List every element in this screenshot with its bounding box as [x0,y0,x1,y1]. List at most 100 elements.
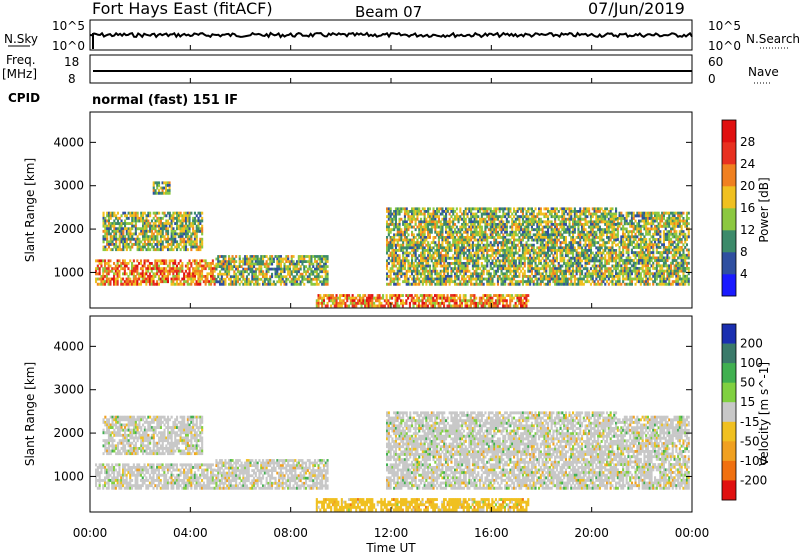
power-cell [143,259,146,263]
power-cell [487,299,490,303]
power-cell [561,236,564,239]
power-cell [107,243,110,246]
power-cell [127,229,130,233]
power-cell [454,262,457,265]
power-cell [437,251,440,255]
power-cell [443,296,446,300]
power-cell [462,238,465,242]
power-cell [210,272,213,276]
power-cell [186,248,189,252]
power-cell [346,304,349,308]
power-cell [563,241,566,245]
power-cell [573,282,576,286]
power-cell [500,228,503,232]
power-cell [518,236,521,239]
power-cell [462,251,465,255]
power-cell [120,224,123,228]
power-cell [123,264,126,268]
power-cell [513,236,516,239]
power-cell [448,243,451,247]
power-cell [554,220,557,224]
power-cell [593,223,596,226]
power-cell [470,233,473,237]
power-cell [448,236,451,239]
power-cell [170,232,173,236]
power-cell [147,248,150,252]
power-cell [138,277,141,281]
power-cell [589,272,592,276]
power-cell [563,269,566,273]
power-cell [321,265,324,268]
power-cell [303,257,306,261]
power-cell [147,214,150,218]
power-cell [428,212,431,216]
power-cell [504,264,507,268]
power-cell [276,265,279,268]
power-cell [584,233,587,237]
power-cell [100,277,103,281]
power-cell [589,254,592,258]
power-cell [595,217,598,221]
power-cell [462,277,465,281]
power-cell [147,240,150,244]
power-cell [529,249,532,252]
power-cell [416,225,419,229]
power-cell [326,275,329,279]
power-cell [402,251,405,255]
power-cell [541,225,544,229]
power-cell [591,236,594,239]
power-cell [430,277,433,281]
power-cell [199,277,202,281]
power-cell [167,243,170,246]
power-cell [561,223,564,226]
power-cell [529,243,532,247]
power-cell [127,243,130,246]
power-cell [106,240,109,244]
power-cell [389,246,392,250]
power-cell [591,277,594,281]
power-cell [132,269,135,273]
power-cell [575,215,578,219]
power-cell [333,296,336,300]
power-cell [477,225,480,229]
power-cell [505,241,508,245]
power-cell [606,220,609,224]
power-cell [443,304,446,308]
power-cell [188,235,191,239]
power-cell [479,225,482,229]
power-cell [247,280,250,284]
power-cell [251,277,254,281]
power-cell [529,275,532,278]
power-cell [181,237,184,241]
power-cell [400,210,403,213]
power-cell [337,304,340,308]
power-cell [238,255,241,258]
power-cell [434,282,437,286]
power-cell [480,215,483,219]
power-cell [183,229,186,233]
power-cell [598,256,601,260]
power-cell [577,233,580,237]
power-cell [197,277,200,281]
power-cell [172,227,175,231]
power-cell [455,215,458,219]
power-cell [545,272,548,276]
power-cell [402,246,405,250]
power-cell [452,243,455,247]
power-cell [96,277,99,281]
power-cell [568,228,571,232]
power-cell [181,229,184,233]
power-cell [486,223,489,226]
power-cell [398,269,401,273]
power-cell [400,299,403,303]
power-cell [480,230,483,234]
power-cell [115,243,118,246]
power-cell [568,215,571,219]
power-cell [545,230,548,234]
power-cell [414,272,417,276]
power-cell [199,275,202,278]
power-cell [460,299,463,303]
power-cell [557,249,560,252]
power-cell [165,262,168,265]
power-cell [572,269,575,273]
